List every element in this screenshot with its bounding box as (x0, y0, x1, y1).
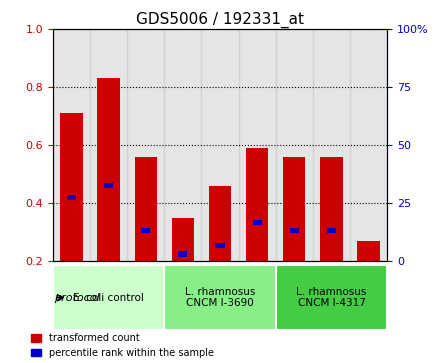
Bar (135, 157, 157, 261)
FancyBboxPatch shape (164, 265, 276, 330)
Bar (209, 186, 231, 261)
Bar (67, 195, 76, 200)
FancyBboxPatch shape (276, 265, 387, 330)
Bar (141, 228, 150, 233)
Bar (320, 157, 343, 261)
Text: L. rhamnosus
CNCM I-4317: L. rhamnosus CNCM I-4317 (296, 287, 367, 309)
Bar (172, 218, 194, 261)
Bar (327, 228, 336, 233)
Bar (53, 29, 90, 261)
Bar (350, 29, 387, 261)
FancyBboxPatch shape (53, 265, 164, 330)
Bar (364, 286, 373, 291)
Bar (283, 157, 305, 261)
Bar (357, 241, 380, 261)
Bar (127, 29, 164, 261)
Bar (104, 183, 113, 188)
Legend: transformed count, percentile rank within the sample: transformed count, percentile rank withi… (31, 333, 214, 358)
Bar (97, 78, 120, 261)
Bar (238, 29, 276, 261)
Text: protocol: protocol (54, 293, 99, 303)
Bar (90, 29, 127, 261)
Bar (313, 29, 350, 261)
Bar (246, 148, 268, 261)
Bar (164, 29, 202, 261)
Bar (202, 29, 238, 261)
Bar (253, 220, 262, 225)
Text: E. coli control: E. coli control (73, 293, 144, 303)
Bar (276, 29, 313, 261)
Text: L. rhamnosus
CNCM I-3690: L. rhamnosus CNCM I-3690 (185, 287, 255, 309)
Bar (60, 113, 83, 261)
Bar (178, 252, 187, 257)
Bar (215, 243, 225, 248)
Title: GDS5006 / 192331_at: GDS5006 / 192331_at (136, 12, 304, 28)
Bar (290, 228, 299, 233)
